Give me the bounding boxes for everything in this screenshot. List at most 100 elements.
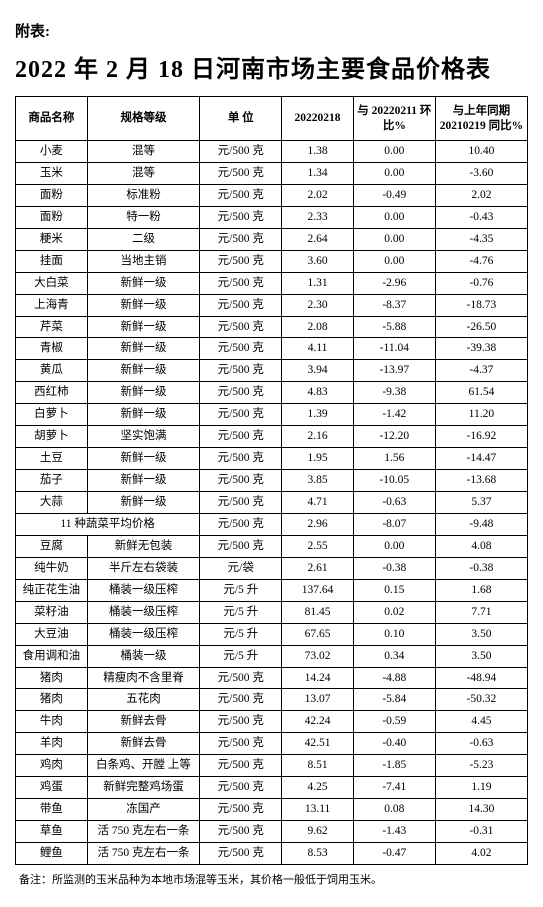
cell-name: 大白菜 — [16, 272, 88, 294]
cell-price: 2.16 — [282, 426, 354, 448]
table-row: 大白菜新鲜一级元/500 克1.31-2.96-0.76 — [16, 272, 528, 294]
cell-spec: 新鲜一级 — [87, 404, 200, 426]
cell-price: 1.31 — [282, 272, 354, 294]
cell-price: 2.08 — [282, 316, 354, 338]
cell-unit: 元/500 克 — [200, 689, 282, 711]
cell-yoy: -0.76 — [435, 272, 527, 294]
cell-price: 3.94 — [282, 360, 354, 382]
cell-wow: -10.05 — [353, 470, 435, 492]
cell-unit: 元/500 克 — [200, 777, 282, 799]
cell-wow: -0.49 — [353, 184, 435, 206]
cell-unit: 元/5 升 — [200, 601, 282, 623]
cell-price: 1.95 — [282, 448, 354, 470]
cell-wow: -4.88 — [353, 667, 435, 689]
cell-name: 黄瓜 — [16, 360, 88, 382]
cell-name: 食用调和油 — [16, 645, 88, 667]
cell-name: 纯牛奶 — [16, 557, 88, 579]
cell-spec: 新鲜一级 — [87, 294, 200, 316]
header-unit: 单 位 — [200, 97, 282, 141]
cell-unit: 元/5 升 — [200, 645, 282, 667]
cell-name: 芹菜 — [16, 316, 88, 338]
cell-wow: -1.42 — [353, 404, 435, 426]
cell-yoy: -13.68 — [435, 470, 527, 492]
cell-wow: -1.43 — [353, 821, 435, 843]
cell-yoy: 10.40 — [435, 141, 527, 163]
cell-price: 4.83 — [282, 382, 354, 404]
cell-unit: 元/500 克 — [200, 228, 282, 250]
cell-spec: 新鲜一级 — [87, 492, 200, 514]
cell-spec: 二级 — [87, 228, 200, 250]
cell-unit: 元/500 克 — [200, 535, 282, 557]
cell-yoy: -26.50 — [435, 316, 527, 338]
cell-yoy: -39.38 — [435, 338, 527, 360]
header-price: 20220218 — [282, 97, 354, 141]
header-name: 商品名称 — [16, 97, 88, 141]
table-row: 芹菜新鲜一级元/500 克2.08-5.88-26.50 — [16, 316, 528, 338]
cell-spec: 桶装一级压榨 — [87, 601, 200, 623]
cell-spec: 新鲜去骨 — [87, 733, 200, 755]
cell-price: 8.53 — [282, 843, 354, 865]
table-row: 挂面当地主销元/500 克3.600.00-4.76 — [16, 250, 528, 272]
cell-name: 西红柿 — [16, 382, 88, 404]
cell-price: 3.60 — [282, 250, 354, 272]
cell-unit: 元/500 克 — [200, 448, 282, 470]
cell-wow: -5.88 — [353, 316, 435, 338]
cell-unit: 元/袋 — [200, 557, 282, 579]
page-title: 2022 年 2 月 18 日河南市场主要食品价格表 — [15, 49, 528, 84]
cell-unit: 元/500 克 — [200, 404, 282, 426]
cell-name: 鸡肉 — [16, 755, 88, 777]
cell-spec: 冻国产 — [87, 799, 200, 821]
avg-price: 2.96 — [282, 513, 354, 535]
cell-name: 大蒜 — [16, 492, 88, 514]
cell-wow: -7.41 — [353, 777, 435, 799]
cell-yoy: 4.02 — [435, 843, 527, 865]
table-row: 大蒜新鲜一级元/500 克4.71-0.635.37 — [16, 492, 528, 514]
cell-wow: 1.56 — [353, 448, 435, 470]
cell-name: 面粉 — [16, 184, 88, 206]
cell-price: 4.25 — [282, 777, 354, 799]
cell-price: 81.45 — [282, 601, 354, 623]
cell-wow: -0.47 — [353, 843, 435, 865]
cell-unit: 元/500 克 — [200, 711, 282, 733]
table-row: 面粉标准粉元/500 克2.02-0.492.02 — [16, 184, 528, 206]
cell-spec: 新鲜去骨 — [87, 711, 200, 733]
table-row: 大豆油桶装一级压榨元/5 升67.650.103.50 — [16, 623, 528, 645]
table-row: 白萝卜新鲜一级元/500 克1.39-1.4211.20 — [16, 404, 528, 426]
cell-spec: 新鲜完整鸡场蛋 — [87, 777, 200, 799]
table-row: 猪肉精瘦肉不含里脊元/500 克14.24-4.88-48.94 — [16, 667, 528, 689]
cell-yoy: -14.47 — [435, 448, 527, 470]
cell-name: 带鱼 — [16, 799, 88, 821]
cell-unit: 元/500 克 — [200, 733, 282, 755]
pre-title: 附表: — [15, 20, 528, 41]
cell-name: 上海青 — [16, 294, 88, 316]
cell-price: 2.61 — [282, 557, 354, 579]
cell-wow: 0.00 — [353, 228, 435, 250]
cell-unit: 元/500 克 — [200, 755, 282, 777]
table-row: 土豆新鲜一级元/500 克1.951.56-14.47 — [16, 448, 528, 470]
cell-yoy: 4.45 — [435, 711, 527, 733]
cell-name: 豆腐 — [16, 535, 88, 557]
table-row: 纯牛奶半斤左右袋装元/袋2.61-0.38-0.38 — [16, 557, 528, 579]
avg-wow: -8.07 — [353, 513, 435, 535]
cell-unit: 元/500 克 — [200, 294, 282, 316]
cell-price: 2.55 — [282, 535, 354, 557]
cell-yoy: 1.19 — [435, 777, 527, 799]
cell-price: 4.11 — [282, 338, 354, 360]
cell-price: 3.85 — [282, 470, 354, 492]
table-row: 上海青新鲜一级元/500 克2.30-8.37-18.73 — [16, 294, 528, 316]
cell-name: 青椒 — [16, 338, 88, 360]
cell-name: 挂面 — [16, 250, 88, 272]
cell-price: 13.07 — [282, 689, 354, 711]
table-row: 面粉特一粉元/500 克2.330.00-0.43 — [16, 206, 528, 228]
cell-unit: 元/500 克 — [200, 821, 282, 843]
cell-yoy: 3.50 — [435, 623, 527, 645]
cell-unit: 元/500 克 — [200, 426, 282, 448]
table-row: 猪肉五花肉元/500 克13.07-5.84-50.32 — [16, 689, 528, 711]
cell-spec: 精瘦肉不含里脊 — [87, 667, 200, 689]
cell-yoy: -0.31 — [435, 821, 527, 843]
cell-wow: 0.00 — [353, 206, 435, 228]
cell-spec: 新鲜无包装 — [87, 535, 200, 557]
cell-name: 土豆 — [16, 448, 88, 470]
cell-unit: 元/500 克 — [200, 360, 282, 382]
cell-price: 42.24 — [282, 711, 354, 733]
